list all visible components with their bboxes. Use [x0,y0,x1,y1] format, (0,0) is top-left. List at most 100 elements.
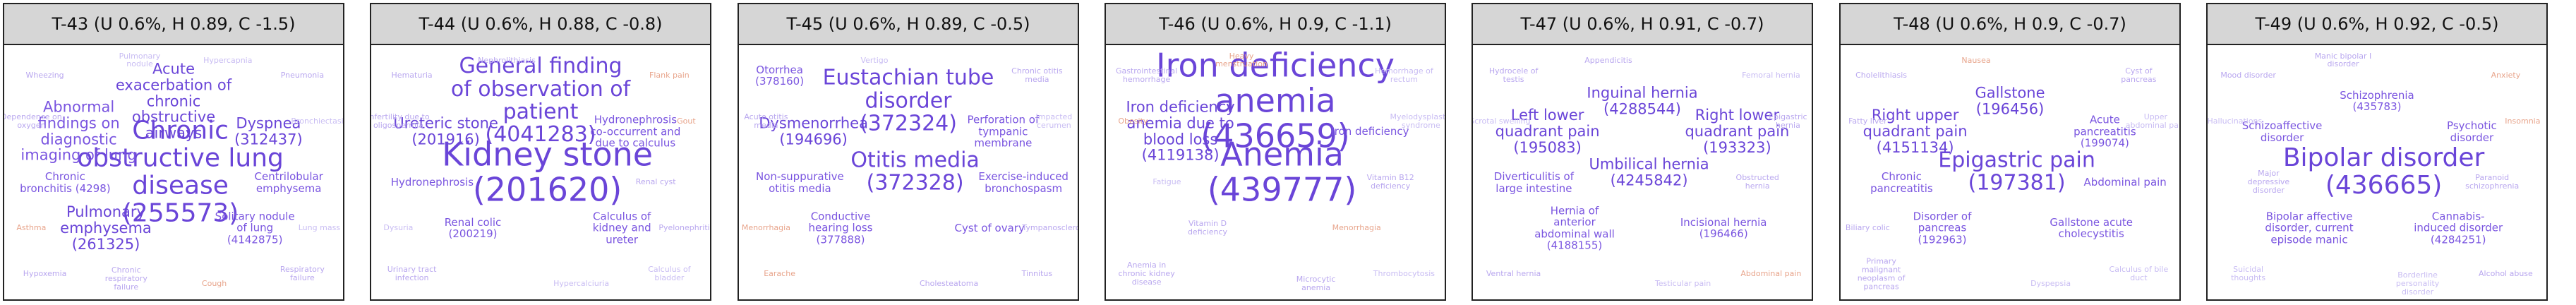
word-cloud-panel: T-46 (U 0.6%, H 0.9, C -1.1) Anemia (4397… [1105,3,1446,301]
cloud-word: Hallucinations [2207,116,2263,126]
cloud-word: Fatty liver [1848,116,1887,126]
cloud-word: Umbilical hernia (4245842) [1589,155,1709,189]
cloud-word: Iron deficiency anemia due to blood loss… [1126,99,1235,165]
cloud-word: Myelodysplastic syndrome [1390,112,1446,130]
cloud-word: Impacted cerumen [1035,112,1073,130]
cloud-word: Appendicitis [1584,55,1632,65]
cloud-word: Dyspnea (312437) [234,114,303,148]
panel-title: T-44 (U 0.6%, H 0.88, C -0.8) [371,4,710,45]
cloud-word: Gout [677,116,696,126]
cloud-word: Acute pancreatitis (199074) [2074,114,2136,150]
cloud-word: Hydronephrosis co-occurrent and due to c… [590,114,681,150]
cloud-word: Cyst of ovary [954,222,1025,235]
cloud-word: Abnormal findings on diagnostic imaging … [20,99,137,165]
cloud-word: Bronchiectasis [291,116,344,126]
cloud-word: Chronic obstructive lung disease (255573… [77,116,284,227]
cloud-word: Vertigo [860,55,889,65]
cloud-word: Primary malignant neoplasm of pancreas [1857,256,1906,291]
cloud-word: Ventral hernia [1486,269,1541,279]
cloud-word: Vitamin B12 deficiency [1366,173,1414,191]
cloud-word: Chronic pancreatitis [1870,170,1933,195]
cloud-word: Exercise-induced bronchospasm [978,170,1069,195]
cloud-word: Obesity [1118,116,1148,126]
cloud-word: Solitary nodule of lung (4142875) [215,210,295,246]
cloud-word: Insomnia [2505,116,2541,126]
cloud-word: Diverticulitis of large intestine [1493,170,1574,195]
cloud-word: Dyspepsia [2030,279,2071,289]
cloud-word: Chronic bronchitis (4298) [20,170,111,195]
cloud-word: Calculus of kidney and ureter [592,210,651,246]
cloud-word: Flank pain [649,71,690,80]
word-cloud: Chronic obstructive lung disease (255573… [4,45,343,299]
cloud-word: Microcytic anemia [1296,275,1336,293]
cloud-word: Non-suppurative otitis media [756,170,844,195]
cloud-word: Anxiety [2491,71,2521,80]
cloud-word: Epigastric pain (197381) [1938,148,2095,196]
cloud-word: Bipolar affective disorder, current epis… [2265,210,2354,246]
cloud-word: Asthma [16,223,47,233]
cloud-word: Nausea [1961,55,1991,65]
cloud-word: Upper abdominal pain [2125,112,2181,130]
cloud-word: Conductive hearing loss (377888) [808,210,873,246]
cloud-word: Gallstone acute cholecystitis [2050,216,2133,241]
panel-title: T-48 (U 0.6%, H 0.9, C -0.7) [1841,4,2179,45]
cloud-word: Wheezing [25,71,64,80]
cloud-word: Hematuria [391,71,433,80]
cloud-word: Left lower quadrant pain (195083) [1495,107,1600,156]
cloud-word: Renal colic (200219) [444,216,502,241]
cloud-word: Iron deficiency anemia (436659) [1156,46,1395,155]
cloud-word: Pulmonary emphysema (261325) [60,203,152,253]
cloud-word: Epigastric hernia [1769,112,1807,130]
cloud-word: Thrombocytosis [1373,269,1436,279]
cloud-word: Disorder of pancreas (192963) [1913,210,1972,246]
cloud-word: Dysmenorrhea (194696) [759,114,868,148]
cloud-word: Heavy menstruation [1215,51,1268,69]
cloud-word: Centrilobular emphysema [254,170,323,195]
word-cloud-panel: T-48 (U 0.6%, H 0.9, C -0.7) Epigastric p… [1839,3,2181,301]
panel-title: T-43 (U 0.6%, H 0.89, C -1.5) [4,4,343,45]
cloud-word: Hernia of anterior abdominal wall (41881… [1534,204,1615,252]
cloud-word: Acute exacerbation of chronic obstructiv… [115,60,232,142]
cloud-word: Renal cyst [635,177,676,187]
cloud-word: Hydrocele of testis [1488,66,1539,85]
word-cloud: Bipolar disorder (436665) Schizophrenia (… [2208,45,2546,299]
cloud-word: Cannabis-induced disorder (4284251) [2414,210,2503,246]
word-cloud-panel: T-47 (U 0.6%, H 0.91, C -0.7) Umbilical h… [1471,3,1813,301]
cloud-word: Respiratory failure [279,265,325,282]
word-cloud: Otitis media (372328) Eustachian tube dis… [739,45,1078,299]
cloud-word: Nephrolithiasis [478,55,536,65]
cloud-word: Iron deficiency [1331,125,1409,138]
cloud-word: Calculus of bladder [648,265,691,282]
cloud-word: Cholesteatoma [919,279,979,289]
cloud-word: Femoral hernia [1742,71,1800,80]
cloud-word: Chronic respiratory failure [104,265,148,292]
word-cloud: Kidney stone (201620) General finding of … [371,45,710,299]
cloud-word: Hypercapnia [203,55,253,65]
cloud-word: Hydronephrosis [390,176,474,189]
word-cloud-panel: T-49 (U 0.6%, H 0.92, C -0.5) Bipolar dis… [2206,3,2548,301]
cloud-word: Earache [764,269,795,279]
cloud-word: Right lower quadrant pain (193323) [1685,107,1790,156]
cloud-word: Calculus of bile duct [2109,265,2169,282]
word-cloud: Umbilical hernia (4245842) Inguinal herni… [1473,45,1812,299]
cloud-word: Cough [201,279,227,289]
cloud-word: Manic bipolar I disorder [2314,51,2372,69]
cloud-word: Testicular pain [1654,279,1711,289]
cloud-word: Urinary tract infection [387,265,437,282]
cloud-word: Obstructed hernia [1735,173,1779,191]
cloud-word: Otitis media (372328) [850,148,980,196]
cloud-word: Kidney stone (201620) [442,135,654,208]
cloud-word: Scrotal swelling [1471,116,1531,126]
cloud-word: Paranoid schizophrenia [2465,173,2520,191]
cloud-word: Dysuria [383,223,414,233]
cloud-word: Otorrhea (378160) [755,64,805,88]
cloud-word: Tympanosclerosis [1022,223,1078,233]
cloud-word: Abdominal pain [1740,269,1802,279]
cloud-word: Cholelithiasis [1855,71,1908,80]
cloud-word: Bipolar disorder (436665) [2282,143,2485,200]
cloud-word: Hemorrhage of rectum [1375,66,1433,85]
cloud-word: Cyst of pancreas [2121,66,2157,85]
cloud-word: Chronic otitis media [1011,66,1063,85]
panel-title: T-47 (U 0.6%, H 0.91, C -0.7) [1473,4,1812,45]
